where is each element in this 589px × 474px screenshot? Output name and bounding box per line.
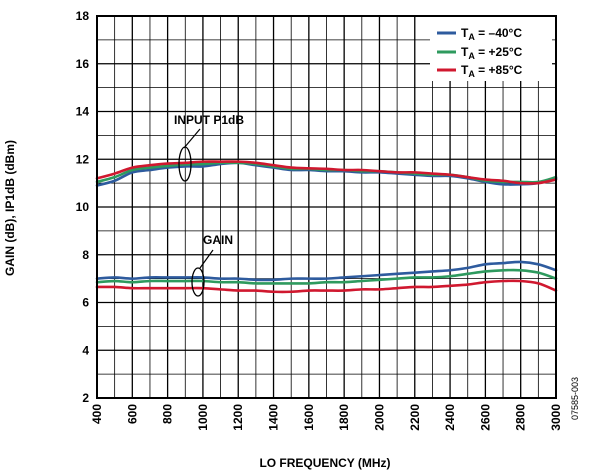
annotation-input-p1db-ellipse <box>178 146 192 182</box>
y-tick-label: 4 <box>82 343 89 357</box>
y-tick-labels: 2 4 6 8 10 12 14 16 18 <box>76 9 90 405</box>
x-tick-label: 1200 <box>231 404 245 431</box>
annotation-gain-ellipse <box>191 267 205 297</box>
x-tick-label: 600 <box>125 404 139 424</box>
legend-label-plus85: TA = +85°C <box>461 63 523 79</box>
annotation-gain-leader <box>199 249 214 269</box>
y-tick-label: 2 <box>82 391 89 405</box>
annotation-input-p1db: INPUT P1dB <box>174 113 244 127</box>
series-line-2 <box>95 160 558 185</box>
y-tick-label: 6 <box>82 296 89 310</box>
x-tick-label: 3000 <box>549 404 563 431</box>
legend-label-plus25: TA = +25°C <box>461 45 523 61</box>
x-axis-label: LO FREQUENCY (MHz) <box>259 456 390 470</box>
x-tick-label: 400 <box>90 404 104 424</box>
x-tick-label: 1800 <box>337 404 351 431</box>
series-line-5 <box>95 279 558 294</box>
x-tick-label: 2400 <box>443 404 457 431</box>
x-tick-label: 1400 <box>267 404 281 431</box>
annotation-input-p1db-leader <box>183 128 201 149</box>
plot-frame <box>96 15 557 399</box>
series-line-3 <box>95 260 558 282</box>
x-tick-label: 1000 <box>196 404 210 431</box>
x-tick-label: 2000 <box>372 404 386 431</box>
y-tick-label: 8 <box>82 248 89 262</box>
y-tick-label: 18 <box>76 9 90 23</box>
x-tick-labels: 400 600 800 1000 1200 1400 1600 1800 2000 2200 240… <box>90 404 563 431</box>
legend-label-minus40: TA = –40°C <box>461 26 522 42</box>
annotations: INPUT P1dB GAIN <box>174 113 244 297</box>
y-tick-label: 10 <box>76 200 90 214</box>
y-tick-label: 16 <box>76 57 90 71</box>
x-tick-label: 1600 <box>302 404 316 431</box>
annotation-gain: GAIN <box>203 233 233 247</box>
x-tick-label: 2800 <box>514 404 528 431</box>
legend: TA = –40°C TA = +25°C TA = +85°C <box>430 17 552 81</box>
series-line-4 <box>95 268 558 285</box>
series-group <box>95 160 558 294</box>
figure-id: 07585-003 <box>570 377 580 420</box>
y-axis-label: GAIN (dB), IP1dB (dBm) <box>3 140 17 276</box>
x-tick-label: 2600 <box>478 404 492 431</box>
x-tick-label: 2200 <box>408 404 422 431</box>
x-tick-label: 800 <box>161 404 175 424</box>
y-tick-label: 12 <box>76 152 90 166</box>
y-tick-label: 14 <box>76 105 90 119</box>
